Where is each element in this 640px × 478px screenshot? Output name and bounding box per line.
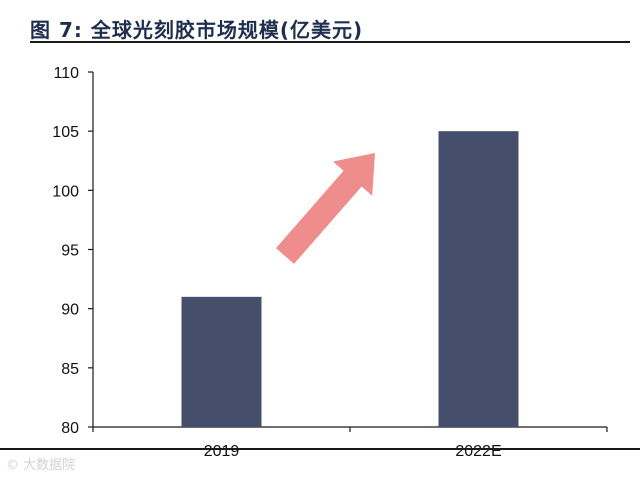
- y-tick-label: 100: [52, 183, 79, 200]
- x-tick-label: 2022E: [455, 443, 501, 460]
- bars: [181, 131, 519, 427]
- y-tick-label: 95: [61, 243, 79, 260]
- y-tick-label: 105: [52, 124, 79, 141]
- x-axis-ticks: 2019 2022E: [92, 427, 608, 460]
- y-tick-label: 80: [61, 420, 79, 437]
- watermark-logo: © 大数据院: [6, 458, 76, 473]
- chart-axes: [92, 72, 607, 428]
- x-tick-label: 2019: [204, 443, 240, 460]
- up-right-arrow-shape: [276, 153, 375, 264]
- up-right-arrow-icon: [276, 153, 375, 264]
- y-tick-label: 90: [61, 302, 79, 319]
- y-tick-label: 110: [53, 65, 79, 82]
- bar-2022E: [438, 131, 519, 427]
- chart-title: 图 7: 全球光刻胶市场规模(亿美元): [30, 18, 364, 42]
- y-tick-label: 85: [61, 361, 79, 378]
- bottom-divider: [0, 448, 640, 450]
- y-axis-ticks: 110 105 100 95 90 85 80: [52, 65, 93, 437]
- title-divider: [30, 41, 630, 43]
- bar-2019: [181, 296, 262, 427]
